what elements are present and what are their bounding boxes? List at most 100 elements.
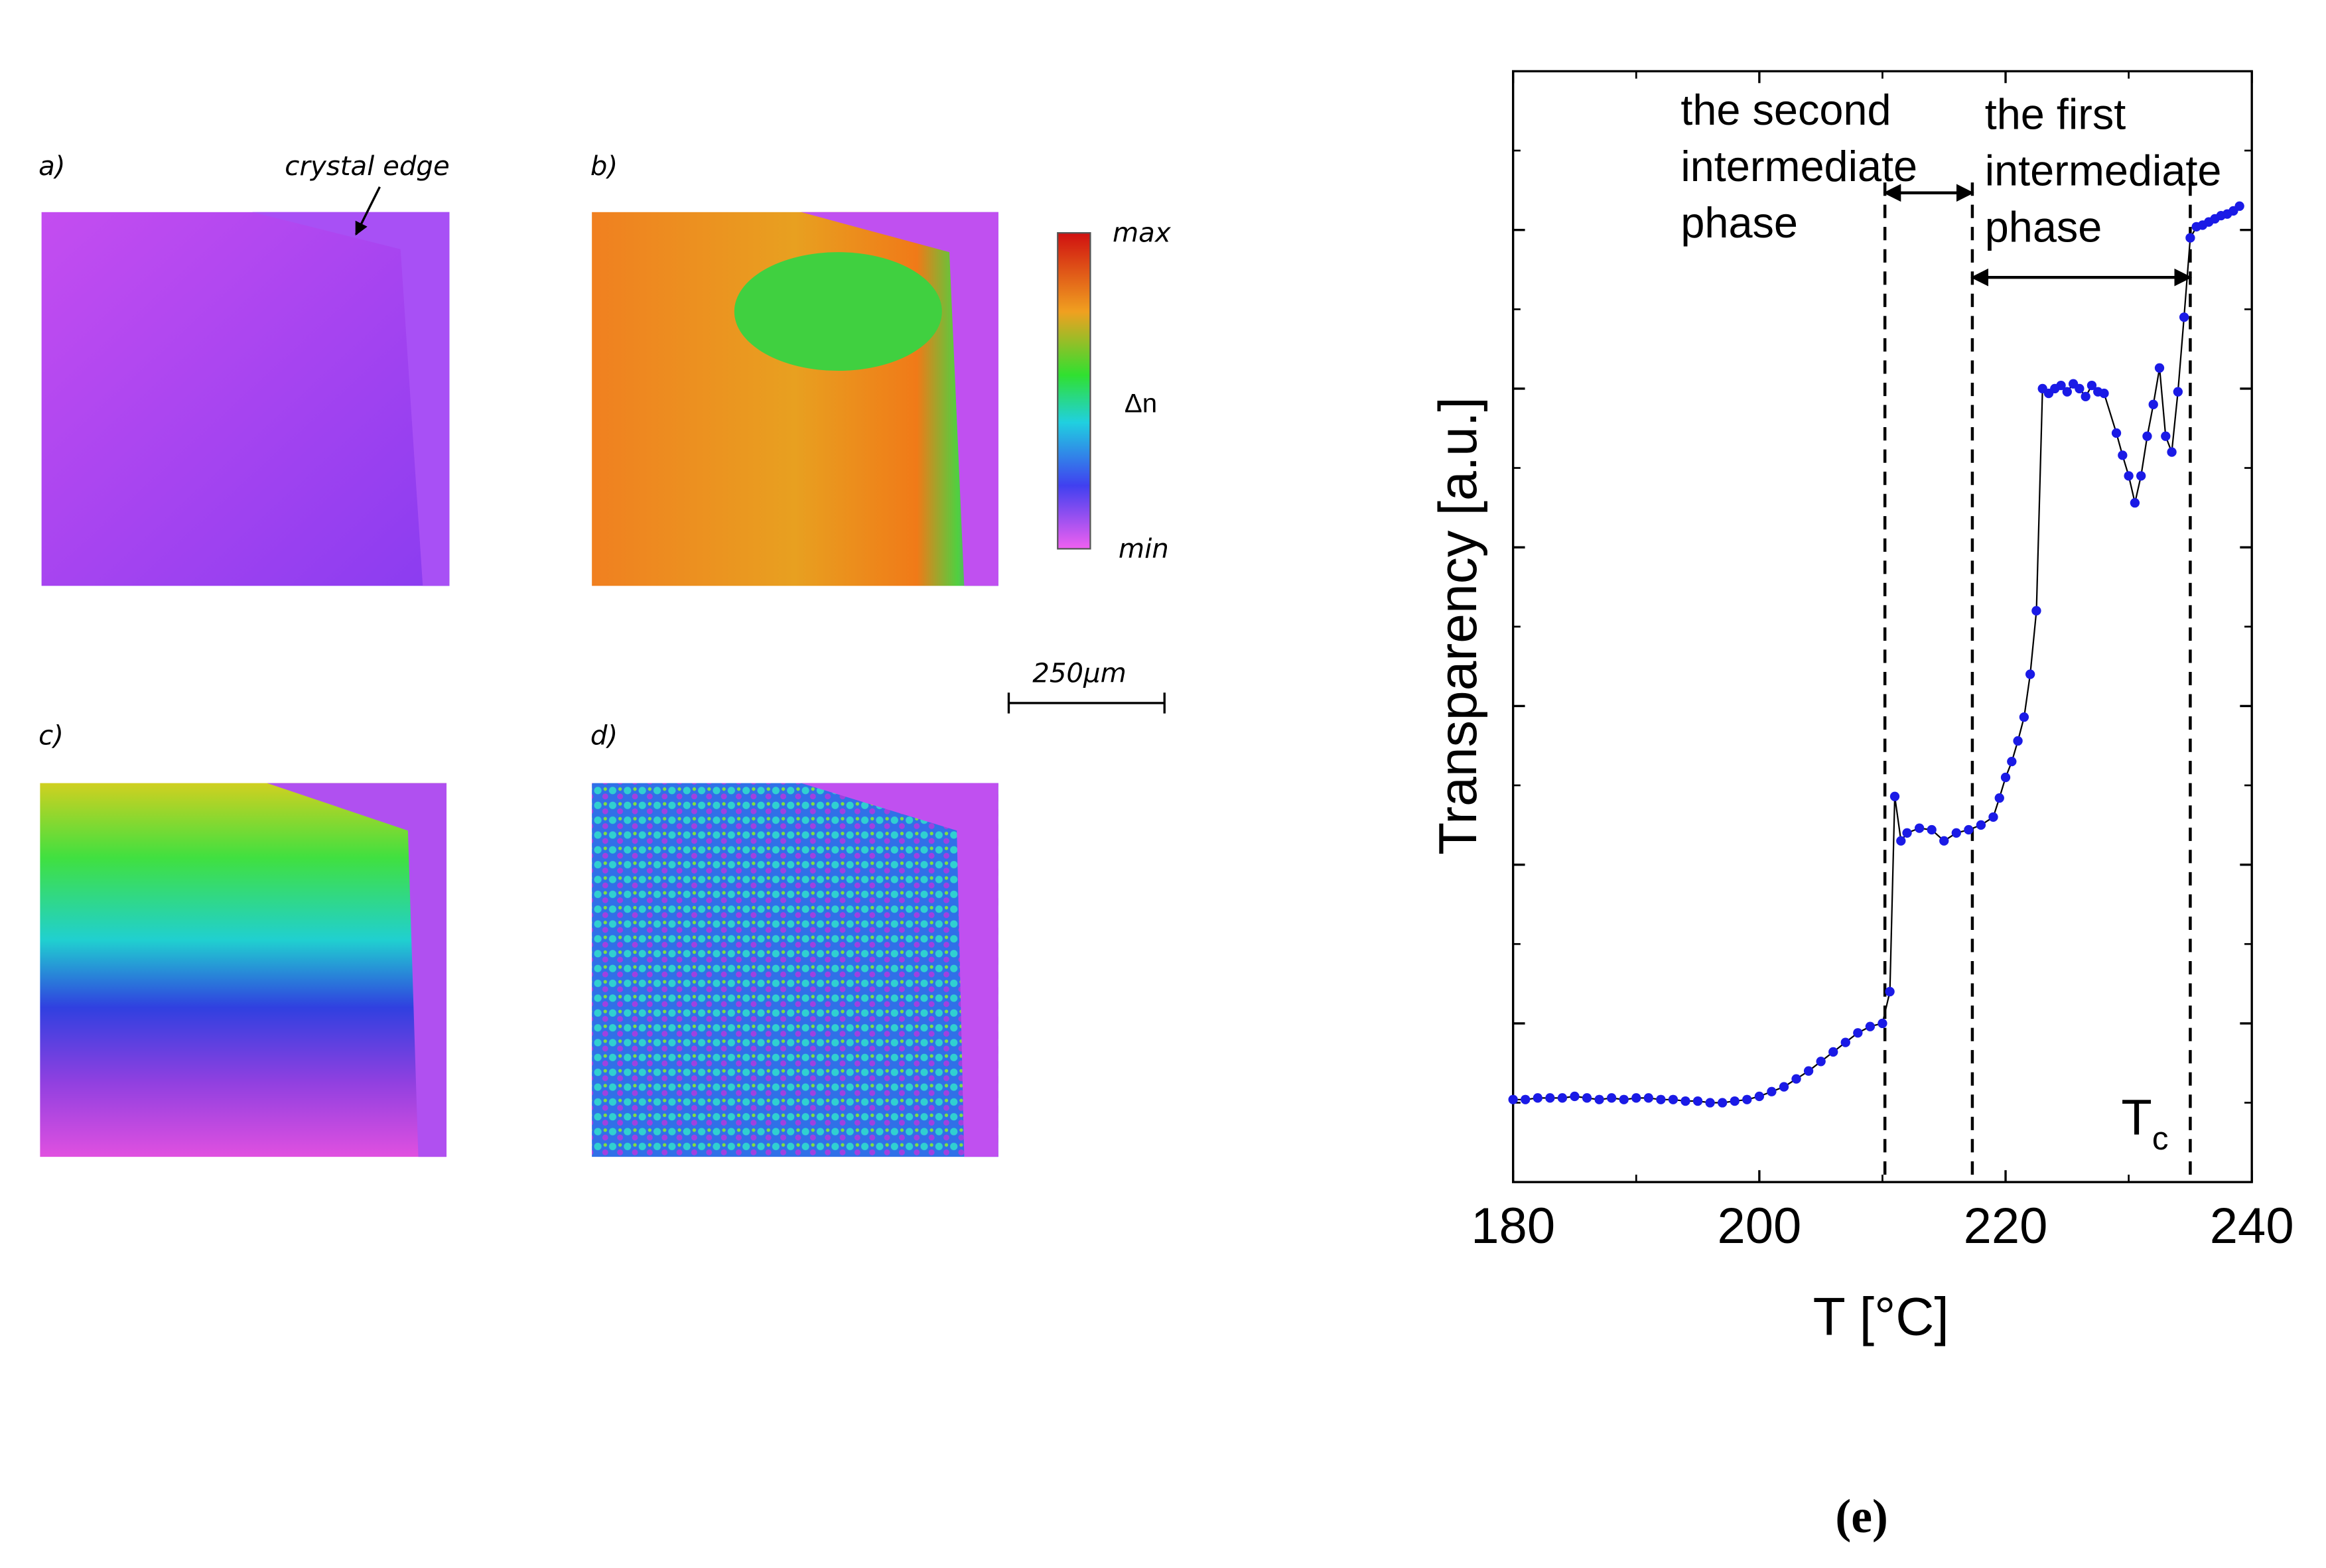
y-axis-label: Transparency [a.u.] [1428,397,1488,854]
data-point [1927,824,1937,835]
annotation-text: T [2121,1090,2152,1146]
data-point [1680,1096,1690,1106]
data-point [1976,820,1986,830]
colorbar-max: max [1113,218,1172,249]
panel-label: c) [38,721,64,751]
image-a [41,212,450,586]
data-point [2136,471,2146,481]
data-point [1988,812,1998,822]
data-point [1889,791,1900,801]
data-point [2118,450,2128,460]
data-point [1803,1066,1814,1076]
data-point [1594,1094,1604,1104]
data-point [2179,312,2189,322]
x-tick-label: 220 [1964,1198,2048,1254]
data-point [2154,363,2165,373]
data-point [1896,836,1906,846]
data-point [1557,1093,1568,1103]
data-point [1631,1093,1641,1103]
data-point [2234,201,2244,211]
data-point [2124,471,2134,481]
annotation: the second [1680,86,1891,134]
data-point [1964,824,1974,835]
data-point [1656,1094,1666,1104]
image-b-region [734,252,942,371]
data-point [1828,1047,1838,1057]
data-point [1885,986,1895,997]
data-point [1767,1086,1777,1096]
data-point [2142,431,2152,441]
image-c [40,783,447,1157]
data-point [1545,1093,1555,1103]
data-point [1840,1037,1850,1047]
micrographs: a) b) c) d) crystal edge max Δn min 250μ… [38,151,1172,1157]
data-point [1705,1098,1715,1108]
plot-frame [1512,70,2253,1183]
data-point [1730,1096,1740,1106]
data-point [1533,1093,1542,1103]
x-tick-label: 180 [1471,1198,1555,1254]
data-point [1865,1021,1876,1031]
data-point [1508,1094,1518,1104]
annotation: the first [1985,90,2126,139]
data-point [1779,1082,1789,1092]
data-point [1619,1094,1629,1104]
data-point [2056,380,2066,391]
image-c-edge [267,783,447,1157]
data-point [1951,828,1961,838]
x-axis-label: T [°C] [1813,1287,1949,1346]
data-line [1513,205,2240,1104]
annotation-sub: c [2152,1120,2169,1157]
x-tick-label: 200 [1717,1198,1801,1254]
data-point [1718,1098,1728,1108]
image-d-edge [801,783,998,1157]
data-point [2013,736,2023,746]
data-point [2161,431,2171,441]
data-point [1742,1094,1752,1104]
annotation: intermediate [1985,147,2222,195]
data-point [1853,1028,1863,1038]
data-point [2062,387,2072,397]
data-point [1878,1018,1887,1029]
data-point [2031,606,2041,616]
colorbar-min: min [1119,534,1169,564]
plot: 180 200 220 240 T [°C] Transparency [a.u.] the… [1428,70,2294,1543]
data-point [1643,1093,1653,1103]
scale-bar-label: 250μm [1032,659,1127,689]
data-point [2075,383,2085,394]
scale-bar [1007,692,1166,714]
data-point [2148,399,2158,409]
data-point [2087,380,2097,391]
panel-label: d) [590,721,618,751]
data-point [1582,1093,1592,1103]
panel-label: b) [590,151,618,182]
data-point [1754,1091,1765,1102]
data-point [2000,772,2011,783]
data-point [1607,1093,1617,1103]
data-point [1692,1096,1703,1106]
data-point [1570,1091,1580,1102]
data-point [2025,669,2035,679]
data-point [1521,1094,1531,1104]
data-point [1994,793,2004,803]
annotation: Tc [2121,1090,2168,1157]
data-point [1939,836,1949,846]
colorbar-quantity: Δn [1125,389,1157,419]
data-point [1668,1094,1678,1104]
x-tick-label: 240 [2210,1198,2294,1254]
data-point [1791,1074,1801,1084]
data-point [2019,712,2029,722]
panel-label: a) [38,151,65,182]
data-point [1816,1057,1826,1067]
caption: (e) [1835,1490,1887,1543]
data-point [2173,387,2183,397]
data-point [2111,428,2122,438]
annotation: phase [1985,203,2102,251]
image-b-edge [801,212,998,586]
data-point [2099,388,2109,399]
data-point [2185,233,2195,243]
data-point [1902,828,1912,838]
data-point [2007,756,2017,767]
